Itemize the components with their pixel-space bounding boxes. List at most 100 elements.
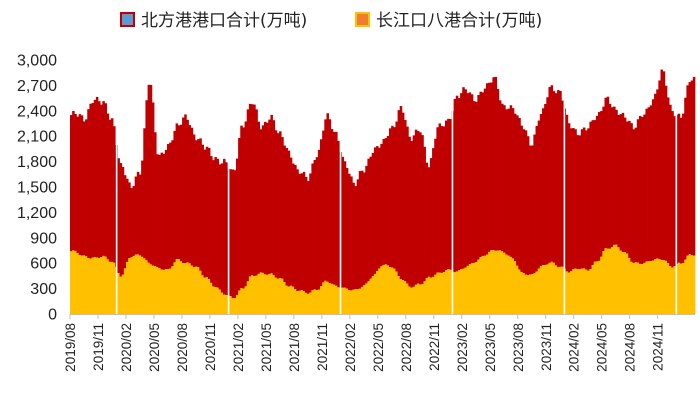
bar-northern-ports [201,144,204,276]
bar-yangtze-ports [130,257,133,314]
bar-yangtze-ports [440,272,444,314]
bar-northern-ports [345,168,349,289]
bar-northern-ports [682,113,685,264]
bar-yangtze-ports [257,273,261,314]
bar-yangtze-ports [386,265,390,314]
bar-yangtze-ports [289,285,293,314]
bar-yangtze-ports [285,285,289,314]
bar-yangtze-ports [533,273,536,314]
bar-yangtze-ports [438,272,442,314]
bar-yangtze-ports [585,269,588,314]
bar-yangtze-ports [330,283,334,314]
bar-northern-ports [285,148,289,286]
bar-northern-ports [74,114,77,251]
year-gap [227,50,230,314]
bar-yangtze-ports [356,289,360,314]
bar-yangtze-ports [520,271,523,314]
bar-yangtze-ports [160,269,164,314]
bar-yangtze-ports [188,263,192,314]
bar-northern-ports [283,145,286,282]
bar-yangtze-ports [117,273,120,314]
bar-yangtze-ports [548,262,551,314]
bar-northern-ports [401,112,405,281]
bar-northern-ports [328,119,332,284]
bar-northern-ports [136,171,140,255]
bar-northern-ports [613,106,616,245]
bar-yangtze-ports [89,258,92,314]
bar-northern-ports [643,114,646,263]
bar-northern-ports [546,97,549,265]
bar-northern-ports [574,129,577,269]
bar-northern-ports [410,141,414,288]
bar-yangtze-ports [74,250,77,314]
bar-yangtze-ports [401,280,405,314]
bar-northern-ports [376,146,379,271]
bar-northern-ports [647,107,651,262]
bar-northern-ports [438,123,442,273]
bar-northern-ports [654,93,657,260]
bar-yangtze-ports [87,258,90,314]
bar-yangtze-ports [544,264,547,314]
bar-yangtze-ports [311,290,314,314]
bar-northern-ports [108,119,112,262]
bar-yangtze-ports [505,254,508,314]
bar-northern-ports [384,138,388,265]
bar-yangtze-ports [147,262,151,314]
bar-yangtze-ports [600,256,603,314]
bar-northern-ports [326,113,329,282]
y-tick-label: 2,100 [17,129,57,146]
bar-yangtze-ports [686,255,689,314]
year-gap [339,50,342,314]
bar-yangtze-ports [201,275,204,314]
bar-northern-ports [225,162,228,295]
bar-yangtze-ports [296,291,299,314]
bar-yangtze-ports [223,294,226,314]
bar-yangtze-ports [673,266,676,314]
bar-yangtze-ports [238,290,241,314]
bar-northern-ports [186,119,189,263]
bar-yangtze-ports [352,289,355,314]
bar-northern-ports [89,103,92,259]
bar-northern-ports [95,96,99,258]
bar-yangtze-ports [369,278,373,314]
bar-northern-ports [388,128,392,268]
bar-northern-ports [263,121,267,275]
bar-northern-ports [145,100,148,261]
bar-yangtze-ports [251,275,254,314]
bar-yangtze-ports [126,261,129,314]
bar-yangtze-ports [320,286,323,314]
bar-yangtze-ports [619,250,623,314]
bar-yangtze-ports [636,262,640,314]
bar-yangtze-ports [119,276,123,314]
bar-yangtze-ports [358,288,362,314]
bar-yangtze-ports [470,263,474,314]
bar-yangtze-ports [593,261,597,314]
bar-northern-ports [304,177,308,293]
bar-northern-ports [369,156,373,279]
bar-northern-ports [662,71,666,261]
bar-yangtze-ports [182,263,185,314]
bar-yangtze-ports [85,256,88,314]
bar-yangtze-ports [580,268,584,314]
bar-northern-ports [634,127,638,263]
x-tick-label: 2023/05 [483,323,498,372]
bar-northern-ports [175,123,179,260]
bar-northern-ports [619,114,623,251]
y-tick-label: 300 [30,281,57,298]
bar-yangtze-ports [509,256,513,314]
bar-yangtze-ports [399,279,403,314]
y-tick-label: 2,400 [17,103,57,120]
bar-yangtze-ports [313,289,317,314]
bar-yangtze-ports [524,274,528,314]
bar-northern-ports [141,160,144,257]
bar-yangtze-ports [322,282,325,314]
bar-yangtze-ports [455,271,459,314]
bar-yangtze-ports [300,290,304,314]
bar-yangtze-ports [128,258,131,314]
bar-yangtze-ports [404,281,407,314]
bar-northern-ports [692,76,696,256]
bar-northern-ports [429,158,433,278]
bar-yangtze-ports [457,270,461,314]
bar-yangtze-ports [363,285,366,314]
bar-yangtze-ports [175,259,179,314]
